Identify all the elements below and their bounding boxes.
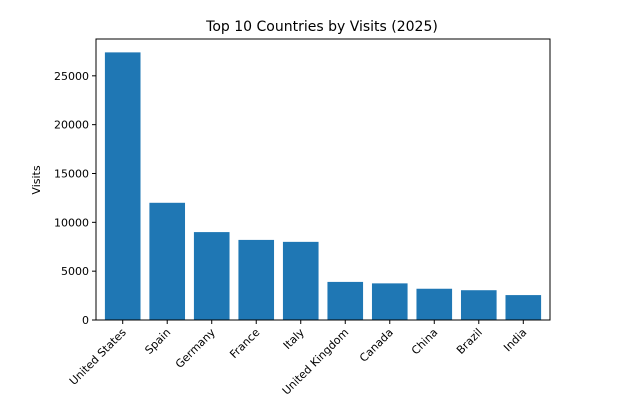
bar-spain <box>149 202 186 320</box>
y-tick-label: 20000 <box>54 119 89 132</box>
bar-canada <box>371 283 408 320</box>
x-tick-label: United States <box>67 326 129 388</box>
bar-india <box>505 295 542 320</box>
bar-italy <box>282 241 319 320</box>
x-tick-label: China <box>409 326 440 357</box>
bar-united-kingdom <box>327 281 364 320</box>
y-tick-label: 5000 <box>61 265 89 278</box>
y-tick-label: 25000 <box>54 70 89 83</box>
bar-france <box>238 239 275 320</box>
y-tick-label: 15000 <box>54 167 89 180</box>
x-tick-label: Germany <box>173 326 218 371</box>
x-tick-label: Canada <box>357 326 396 365</box>
plot-frame <box>95 38 551 321</box>
y-axis: 0 5000 10000 15000 20000 25000 <box>54 70 96 327</box>
x-tick-label: France <box>227 326 262 361</box>
bar-brazil <box>460 290 497 320</box>
y-axis-label: Visits <box>30 165 43 194</box>
bar-united-states <box>104 52 141 320</box>
bar-china <box>416 288 453 320</box>
chart-title: Top 10 Countries by Visits (2025) <box>205 19 438 35</box>
x-tick-label: India <box>501 326 529 354</box>
bar-germany <box>193 232 230 320</box>
x-tick-label: Spain <box>142 326 173 357</box>
y-tick-label: 0 <box>82 314 89 327</box>
bars-group <box>104 52 542 320</box>
y-tick-label: 10000 <box>54 216 89 229</box>
x-tick-label: Brazil <box>454 326 485 357</box>
x-axis: United States Spain Germany France ItalyUnit… <box>67 320 529 398</box>
x-tick-label: Italy <box>281 326 307 352</box>
